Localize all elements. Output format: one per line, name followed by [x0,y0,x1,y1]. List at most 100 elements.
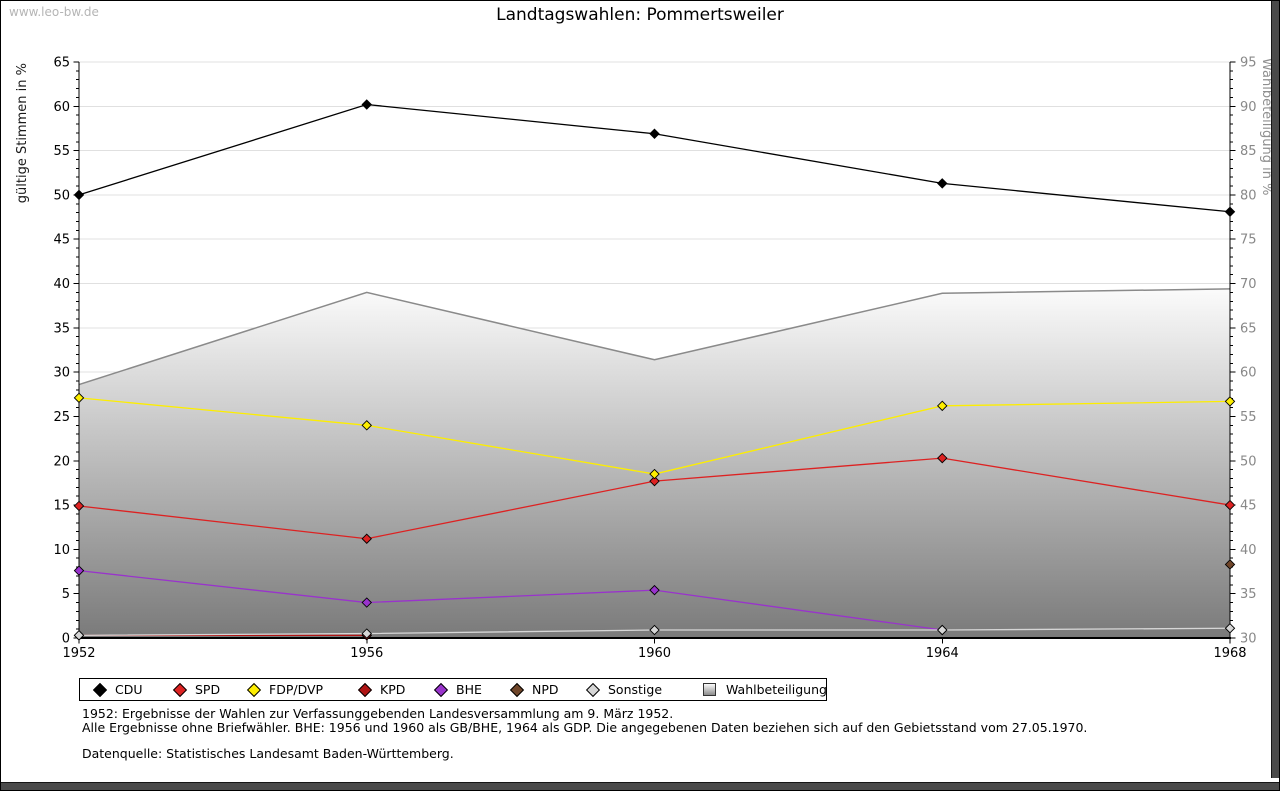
legend-item-sonstige: Sonstige [585,679,663,700]
right-tick-label: 80 [1240,188,1257,203]
x-tick-label: 1956 [350,646,383,661]
marker-fdp-dvp [1224,396,1236,407]
marker-spd [361,533,372,544]
marker-spd [937,452,948,464]
left-tick-label: 20 [53,454,70,469]
right-tick-label: 70 [1240,277,1257,292]
right-tick-label: 65 [1240,321,1257,336]
frame-shadow-bottom [1,782,1279,790]
frame-shadow-right [1271,1,1279,778]
marker-sonstige [1224,623,1236,634]
footer-line-3: Datenquelle: Statistisches Landesamt Bad… [82,746,454,761]
marker-cdu [937,178,948,189]
footer-line-1: 1952: Ergebnisse der Wahlen zur Verfassu… [82,706,674,721]
footer-notes: 1952: Ergebnisse der Wahlen zur Verfassu… [82,707,1087,761]
left-tick-label: 50 [53,188,70,203]
left-tick-label: 10 [53,543,70,558]
right-tick-label: 75 [1240,233,1257,248]
marker-bhe [361,597,372,608]
marker-cdu [1224,206,1236,217]
legend-item-wahlbeteiligung: Wahlbeteiligung [703,679,827,700]
left-tick-label: 65 [53,56,70,71]
legend-label-fdp-dvp: FDP/DVP [269,682,324,697]
right-tick-label: 55 [1240,410,1257,425]
legend-label-npd: NPD [532,682,559,697]
marker-fdp-dvp [73,392,85,404]
marker-bhe [649,584,660,596]
sonstige-marker-icon [585,682,601,697]
left-tick-label: 0 [62,632,70,647]
legend-label-spd: SPD [195,682,221,697]
left-axis-title: gültige Stimmen in % [15,63,30,203]
marker-sonstige [937,624,948,636]
legend-item-npd: NPD [509,679,559,700]
x-tick-label: 1952 [62,646,95,661]
watermark: www.leo-bw.de [9,5,99,19]
right-tick-label: 50 [1240,454,1257,469]
legend-label-bhe: BHE [456,682,482,697]
marker-fdp-dvp [937,400,948,412]
marker-cdu [361,99,372,110]
x-tick-label: 1968 [1213,646,1246,661]
legend-item-kpd: KPD [357,679,406,700]
npd-marker-icon [509,682,525,697]
page-title: Landtagswahlen: Pommertsweiler [496,5,784,25]
marker-cdu [649,128,660,140]
marker-sonstige [649,624,660,636]
marker-sonstige [73,630,85,641]
left-tick-label: 40 [53,277,70,292]
series-line-cdu [78,103,1231,213]
right-tick-label: 40 [1240,543,1257,558]
left-tick-label: 35 [53,321,70,336]
legend-item-spd: SPD [172,679,221,700]
bhe-marker-icon [433,682,449,697]
legend-label-kpd: KPD [380,682,406,697]
right-tick-label: 30 [1240,632,1257,647]
x-tick-label: 1964 [926,646,959,661]
marker-spd [1224,499,1236,511]
marker-fdp-dvp [649,468,660,480]
wahlbeteiligung-swatch-icon [703,683,716,696]
left-tick-label: 30 [53,366,70,381]
right-tick-label: 35 [1240,587,1257,602]
left-tick-label: 5 [62,587,70,602]
legend-item-cdu: CDU [92,679,143,700]
right-tick-label: 60 [1240,366,1257,381]
axes: 0 30 5 35 10 40 15 45 20 50 25 55 30 60 35 65 40 70 45 75 50… [15,56,1274,662]
series-fdp-dvp [73,392,1236,480]
footer-line-2: Alle Ergebnisse ohne Briefwähler. BHE: 1… [82,719,1088,735]
fdp-marker-icon [246,682,262,697]
series-spd [73,452,1236,544]
marker-sonstige [361,628,372,639]
legend-label-sonstige: Sonstige [608,682,663,697]
marker-spd [73,500,85,512]
left-tick-label: 25 [53,410,70,425]
left-tick-label: 45 [53,233,70,248]
series-line-bhe [78,570,943,631]
marker-fdp-dvp [361,420,372,431]
left-tick-label: 15 [53,499,70,514]
spd-marker-icon [172,682,188,697]
legend: CDU SPD FDP/DVP KPD BHE NPD Sonstige Wa [79,678,827,701]
right-axis-title: Wahlbeteiligung in % [1259,58,1274,195]
legend-item-fdp-dvp: FDP/DVP [246,679,324,700]
right-tick-label: 95 [1240,56,1257,71]
wahlbeteiligung-area [79,288,1230,638]
left-tick-label: 55 [53,144,70,159]
kpd-marker-icon [357,682,373,697]
cdu-marker-icon [92,682,108,697]
right-tick-label: 85 [1240,144,1257,159]
x-tick-label: 1960 [638,646,671,661]
marker-bhe [73,565,85,576]
series-cdu [73,99,1236,217]
series-npd [1224,559,1236,570]
legend-label-cdu: CDU [115,682,143,697]
right-tick-label: 90 [1240,100,1257,115]
marker-spd [649,475,660,487]
legend-item-bhe: BHE [433,679,482,700]
series-sonstige [73,623,1236,641]
legend-label-wahlbeteiligung: Wahlbeteiligung [726,682,827,697]
marker-npd [1224,559,1236,570]
